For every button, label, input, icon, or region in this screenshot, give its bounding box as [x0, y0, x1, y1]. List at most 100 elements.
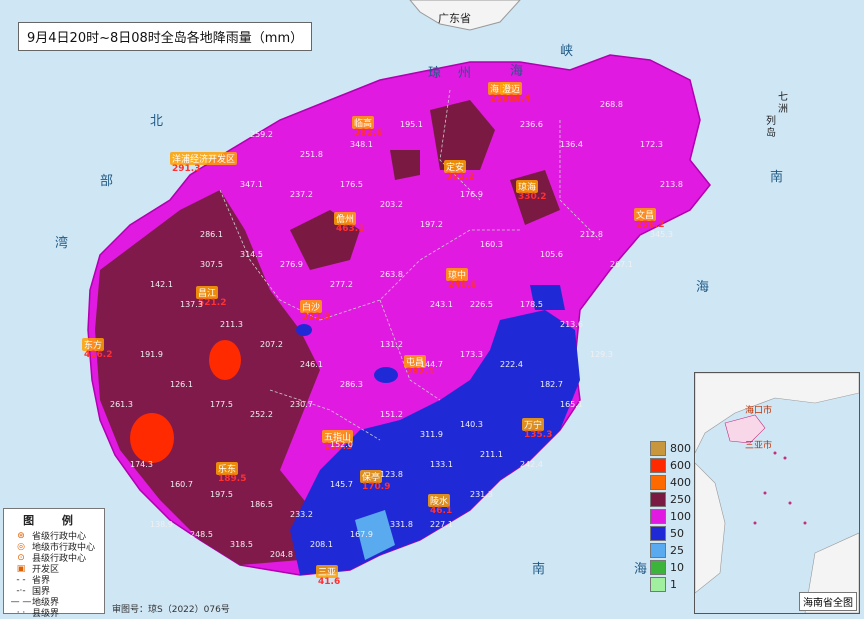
inset-caption: 海南省全图 — [799, 592, 857, 611]
map-title: 9月4日20时~8日08时全岛各地降雨量（mm） — [18, 22, 313, 51]
scale-row: 400 — [650, 474, 691, 491]
island-label: 洲 — [778, 104, 788, 115]
station-value: 348.1 — [350, 140, 373, 149]
city-label: 万宁 — [522, 418, 545, 431]
legend-item: ⊙ 县级行政中心 — [4, 552, 104, 565]
city-label: 洋浦经济开发区 — [170, 152, 238, 165]
station-value: 151.2 — [380, 410, 403, 419]
scale-label: 800 — [670, 442, 691, 455]
city-value: 189.5 — [218, 474, 247, 484]
station-value: 311.9 — [420, 430, 443, 439]
city-label: 陵水 — [428, 494, 451, 507]
city-label: 东方 — [82, 338, 105, 351]
island-label: 岛 — [766, 128, 776, 139]
station-value: 331.8 — [390, 520, 413, 529]
city-label: 临高 — [352, 116, 375, 129]
station-value: 251.8 — [300, 150, 323, 159]
city-label: 五指山 — [322, 430, 354, 443]
island-label: 七 — [778, 92, 788, 103]
station-value: 237.2 — [290, 190, 313, 199]
city-value: 135.3 — [524, 430, 553, 440]
station-value: 204.8 — [270, 550, 293, 559]
station-value: 160.3 — [480, 240, 503, 249]
scale-row: 600 — [650, 457, 691, 474]
dash-line-icon: - - — [16, 574, 26, 585]
legend-item: - - 省界 — [4, 574, 104, 587]
scale-swatch — [650, 509, 666, 524]
city-label: 琼海 — [516, 180, 539, 193]
sea-label: 部 — [100, 174, 114, 189]
scale-swatch — [650, 526, 666, 541]
city-label: 白沙 — [300, 300, 323, 313]
station-value: 248.5 — [190, 530, 213, 539]
scale-label: 400 — [670, 476, 691, 489]
city-value: 463.1 — [336, 224, 365, 234]
city-label: 乐东 — [216, 462, 239, 475]
legend-item: · · 县级界 — [4, 607, 104, 619]
sea-label: 琼 — [428, 66, 442, 81]
island-label: 列 — [766, 116, 776, 127]
station-value: 347.1 — [240, 180, 263, 189]
blue-southeast — [290, 310, 580, 575]
station-value: 176.9 — [460, 190, 483, 199]
city-value: 282.1 — [406, 367, 435, 377]
star-icon: ⊛ — [17, 530, 25, 541]
city-label: 昌江 — [196, 286, 219, 299]
station-value: 137.3 — [180, 300, 203, 309]
station-value: 165.1 — [560, 400, 583, 409]
county-boundaries — [219, 89, 601, 441]
city-value: 46.1 — [430, 506, 453, 516]
scale-label: 1 — [670, 578, 677, 591]
scale-swatch — [650, 458, 666, 473]
station-value: 123.8 — [380, 470, 403, 479]
scale-row: 250 — [650, 491, 691, 508]
blue-small — [374, 367, 398, 383]
city-value: 416.2 — [84, 350, 113, 360]
legend-item: ⊛ 省级行政中心 — [4, 530, 104, 543]
city-label: 文昌 — [634, 208, 657, 221]
station-value: 167.9 — [350, 530, 373, 539]
station-value: 208.1 — [310, 540, 333, 549]
legend-item: -·- 国界 — [4, 585, 104, 598]
blue-patch — [530, 285, 565, 310]
map-legend: 图 例 ⊛ 省级行政中心 ◎ 地级市行政中心 ⊙ 县级行政中心 ▣ 开发区 - - 省界 … — [3, 508, 105, 619]
station-value: 268.8 — [600, 100, 623, 109]
station-value: 174.3 — [130, 460, 153, 469]
city-value: 384.4 — [502, 94, 531, 104]
maroon-small — [390, 150, 420, 180]
scale-swatch — [650, 577, 666, 592]
scale-label: 600 — [670, 459, 691, 472]
station-value: 236.6 — [520, 120, 543, 129]
station-value: 212.8 — [580, 230, 603, 239]
city-label: 琼中 — [446, 268, 469, 281]
svg-text:海口市: 海口市 — [745, 404, 772, 416]
city-value: 521.2 — [198, 298, 227, 308]
station-value: 173.3 — [460, 350, 483, 359]
sea-label: 海 — [510, 64, 524, 79]
station-value: 136.4 — [560, 140, 583, 149]
city-value: 330.2 — [518, 192, 547, 202]
red-core-west — [209, 340, 241, 380]
scale-label: 25 — [670, 544, 684, 557]
station-value: 144.7 — [420, 360, 443, 369]
scale-swatch — [650, 475, 666, 490]
city-label: 保亭 — [360, 470, 383, 483]
station-value: 152.0 — [330, 440, 353, 449]
city-value: 382.6 — [354, 128, 383, 138]
station-value: 105.6 — [540, 250, 563, 259]
double-circle-icon: ◎ — [17, 541, 25, 552]
station-value: 231.3 — [470, 490, 493, 499]
maroon-center — [290, 210, 360, 270]
square-dot-icon: ▣ — [16, 563, 26, 574]
scale-label: 250 — [670, 493, 691, 506]
station-value: 172.3 — [640, 140, 663, 149]
legend-title: 图 例 — [23, 514, 85, 527]
sea-label: 南 — [532, 562, 546, 577]
blue-dot — [296, 324, 312, 336]
sea-label: 州 — [458, 66, 472, 81]
province-label: 广东省 — [438, 12, 471, 25]
guangdong-land — [409, 0, 521, 31]
scale-swatch — [650, 543, 666, 558]
city-value: 250.9 — [490, 94, 519, 104]
